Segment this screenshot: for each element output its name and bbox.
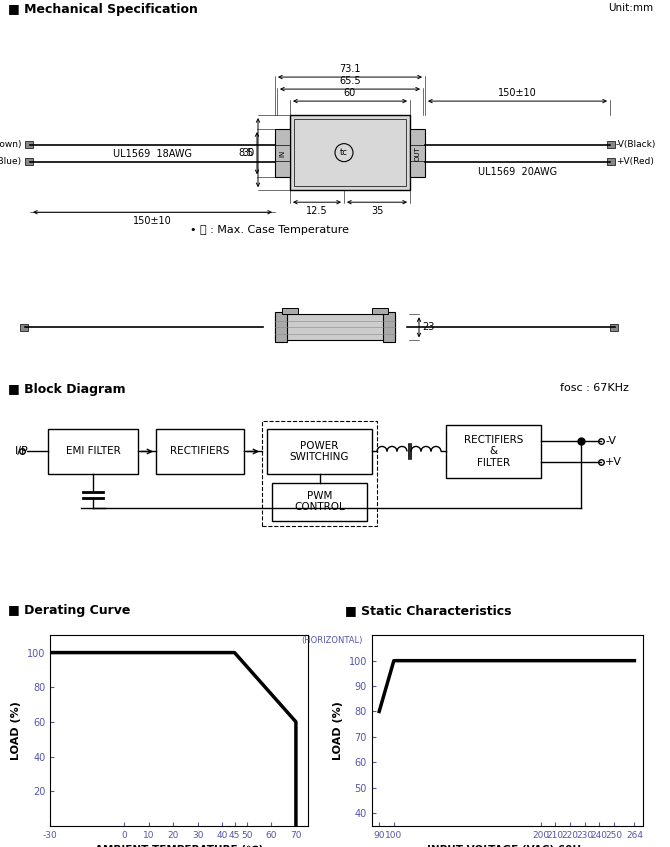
- Text: 8.5: 8.5: [239, 148, 254, 158]
- Text: RECTIFIERS: RECTIFIERS: [170, 446, 230, 457]
- Bar: [275, 313, 287, 342]
- Text: UL1569  18AWG: UL1569 18AWG: [113, 149, 192, 158]
- Text: -V(Black): -V(Black): [616, 140, 657, 149]
- Bar: [607, 158, 615, 165]
- Text: AC/L(Brown): AC/L(Brown): [0, 140, 22, 149]
- Bar: [607, 141, 615, 148]
- Text: IN: IN: [279, 150, 285, 157]
- Bar: [410, 129, 425, 177]
- Bar: [262, 421, 377, 526]
- Y-axis label: LOAD (%): LOAD (%): [11, 701, 21, 760]
- Text: ■ Mechanical Specification: ■ Mechanical Specification: [8, 3, 198, 16]
- Text: 12.5: 12.5: [306, 206, 328, 216]
- Text: POWER
SWITCHING: POWER SWITCHING: [289, 440, 349, 462]
- Text: +V: +V: [605, 457, 622, 467]
- Text: 150±10: 150±10: [133, 216, 172, 226]
- Text: 60: 60: [344, 88, 356, 98]
- Text: EMI FILTER: EMI FILTER: [66, 446, 121, 457]
- Text: ■ Static Characteristics: ■ Static Characteristics: [345, 604, 511, 617]
- Text: I/P: I/P: [15, 446, 29, 457]
- Text: fosc : 67KHz: fosc : 67KHz: [560, 383, 629, 393]
- Bar: [267, 429, 372, 473]
- Bar: [156, 429, 244, 473]
- Text: +V(Red): +V(Red): [616, 158, 654, 166]
- Y-axis label: LOAD (%): LOAD (%): [333, 701, 343, 760]
- Bar: [610, 324, 618, 331]
- Text: 150±10: 150±10: [498, 88, 537, 98]
- Text: AC/N(Blue): AC/N(Blue): [0, 158, 22, 166]
- Text: ■ Derating Curve: ■ Derating Curve: [8, 604, 131, 617]
- Text: (HORIZONTAL): (HORIZONTAL): [301, 636, 362, 645]
- Text: OUT: OUT: [415, 146, 421, 161]
- Text: 65.5: 65.5: [339, 76, 361, 86]
- Text: 35: 35: [371, 206, 383, 216]
- Text: -V: -V: [605, 436, 616, 446]
- Bar: [275, 314, 395, 340]
- Bar: [446, 425, 541, 478]
- Text: 23: 23: [422, 323, 434, 332]
- Bar: [372, 308, 388, 314]
- X-axis label: INPUT VOLTAGE (VAC) 60Hz: INPUT VOLTAGE (VAC) 60Hz: [427, 845, 588, 847]
- Text: Unit:mm: Unit:mm: [608, 3, 653, 13]
- Text: RECTIFIERS
&
FILTER: RECTIFIERS & FILTER: [464, 435, 523, 468]
- Bar: [383, 313, 395, 342]
- Bar: [48, 429, 138, 473]
- Bar: [20, 324, 28, 331]
- Text: UL1569  20AWG: UL1569 20AWG: [478, 167, 557, 177]
- Bar: [294, 119, 406, 186]
- Bar: [282, 308, 298, 314]
- Bar: [25, 141, 33, 148]
- X-axis label: AMBIENT TEMPERATURE (℃): AMBIENT TEMPERATURE (℃): [95, 845, 263, 847]
- Bar: [272, 483, 367, 521]
- Bar: [25, 158, 33, 165]
- Bar: [275, 129, 290, 177]
- Text: PWM
CONTROL: PWM CONTROL: [294, 491, 345, 512]
- Text: 73.1: 73.1: [339, 64, 360, 74]
- Text: • Ⓣ : Max. Case Temperature: • Ⓣ : Max. Case Temperature: [190, 225, 349, 235]
- Text: ■ Block Diagram: ■ Block Diagram: [8, 383, 126, 396]
- Bar: [290, 115, 410, 191]
- Text: tc: tc: [340, 148, 348, 158]
- Text: 30: 30: [243, 147, 255, 158]
